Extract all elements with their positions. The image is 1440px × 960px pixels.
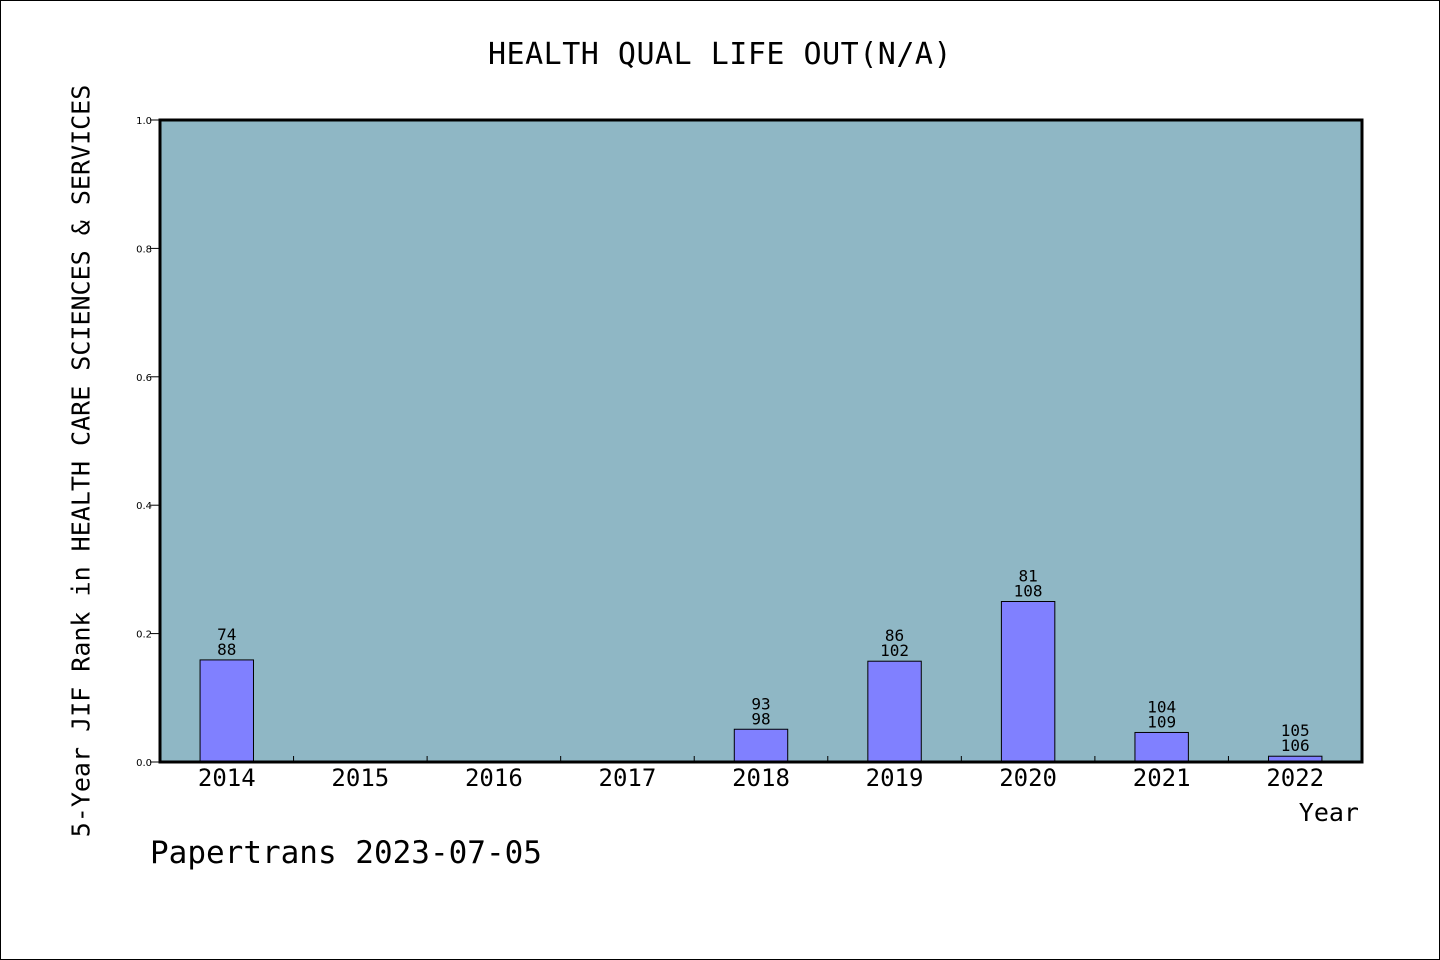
x-tick-label: 2019 <box>866 764 924 792</box>
bar <box>867 660 922 763</box>
plot-border <box>158 118 1364 764</box>
bar-data-label: 86 <box>885 626 904 645</box>
bar <box>199 659 254 763</box>
bar-data-label: 102 <box>880 641 909 660</box>
y-tick-label: 0.6 <box>136 373 152 384</box>
y-tick-label: 0.4 <box>136 501 152 512</box>
y-tick-label: 0.2 <box>136 630 152 641</box>
x-tick-label: 2014 <box>198 764 256 792</box>
bar-data-label: 105 <box>1281 721 1310 740</box>
bar <box>1000 601 1056 763</box>
x-tick-label: 2015 <box>331 764 389 792</box>
bar-data-label: 108 <box>1014 582 1043 601</box>
bar-data-label: 106 <box>1281 736 1310 755</box>
y-tick-label: 1.0 <box>136 116 152 127</box>
x-tick-label: 2020 <box>999 764 1057 792</box>
y-tick-label: 0.8 <box>136 244 152 255</box>
y-tick-label: 0.0 <box>136 758 152 769</box>
bar-data-label: 81 <box>1018 567 1037 586</box>
x-axis-title: Year <box>1298 798 1359 827</box>
bar-data-label: 98 <box>751 709 770 728</box>
bar-data-label: 93 <box>751 694 770 713</box>
bar-data-label: 104 <box>1147 697 1176 716</box>
bar-data-label: 74 <box>217 625 236 644</box>
bar-data-label: 88 <box>217 640 236 659</box>
footer-watermark: Papertrans 2023-07-05 <box>150 835 542 871</box>
x-tick-label: 2022 <box>1266 764 1324 792</box>
x-tick-label: 2017 <box>599 764 657 792</box>
x-tick-label: 2016 <box>465 764 523 792</box>
x-tick-label: 2021 <box>1133 764 1191 792</box>
plot-area <box>160 120 1362 762</box>
bar <box>733 728 789 763</box>
bar-data-label: 109 <box>1147 712 1176 731</box>
x-tick-label: 2018 <box>732 764 790 792</box>
bar <box>1134 731 1189 763</box>
chart-title: HEALTH QUAL LIFE OUT(N/A) <box>487 37 953 72</box>
